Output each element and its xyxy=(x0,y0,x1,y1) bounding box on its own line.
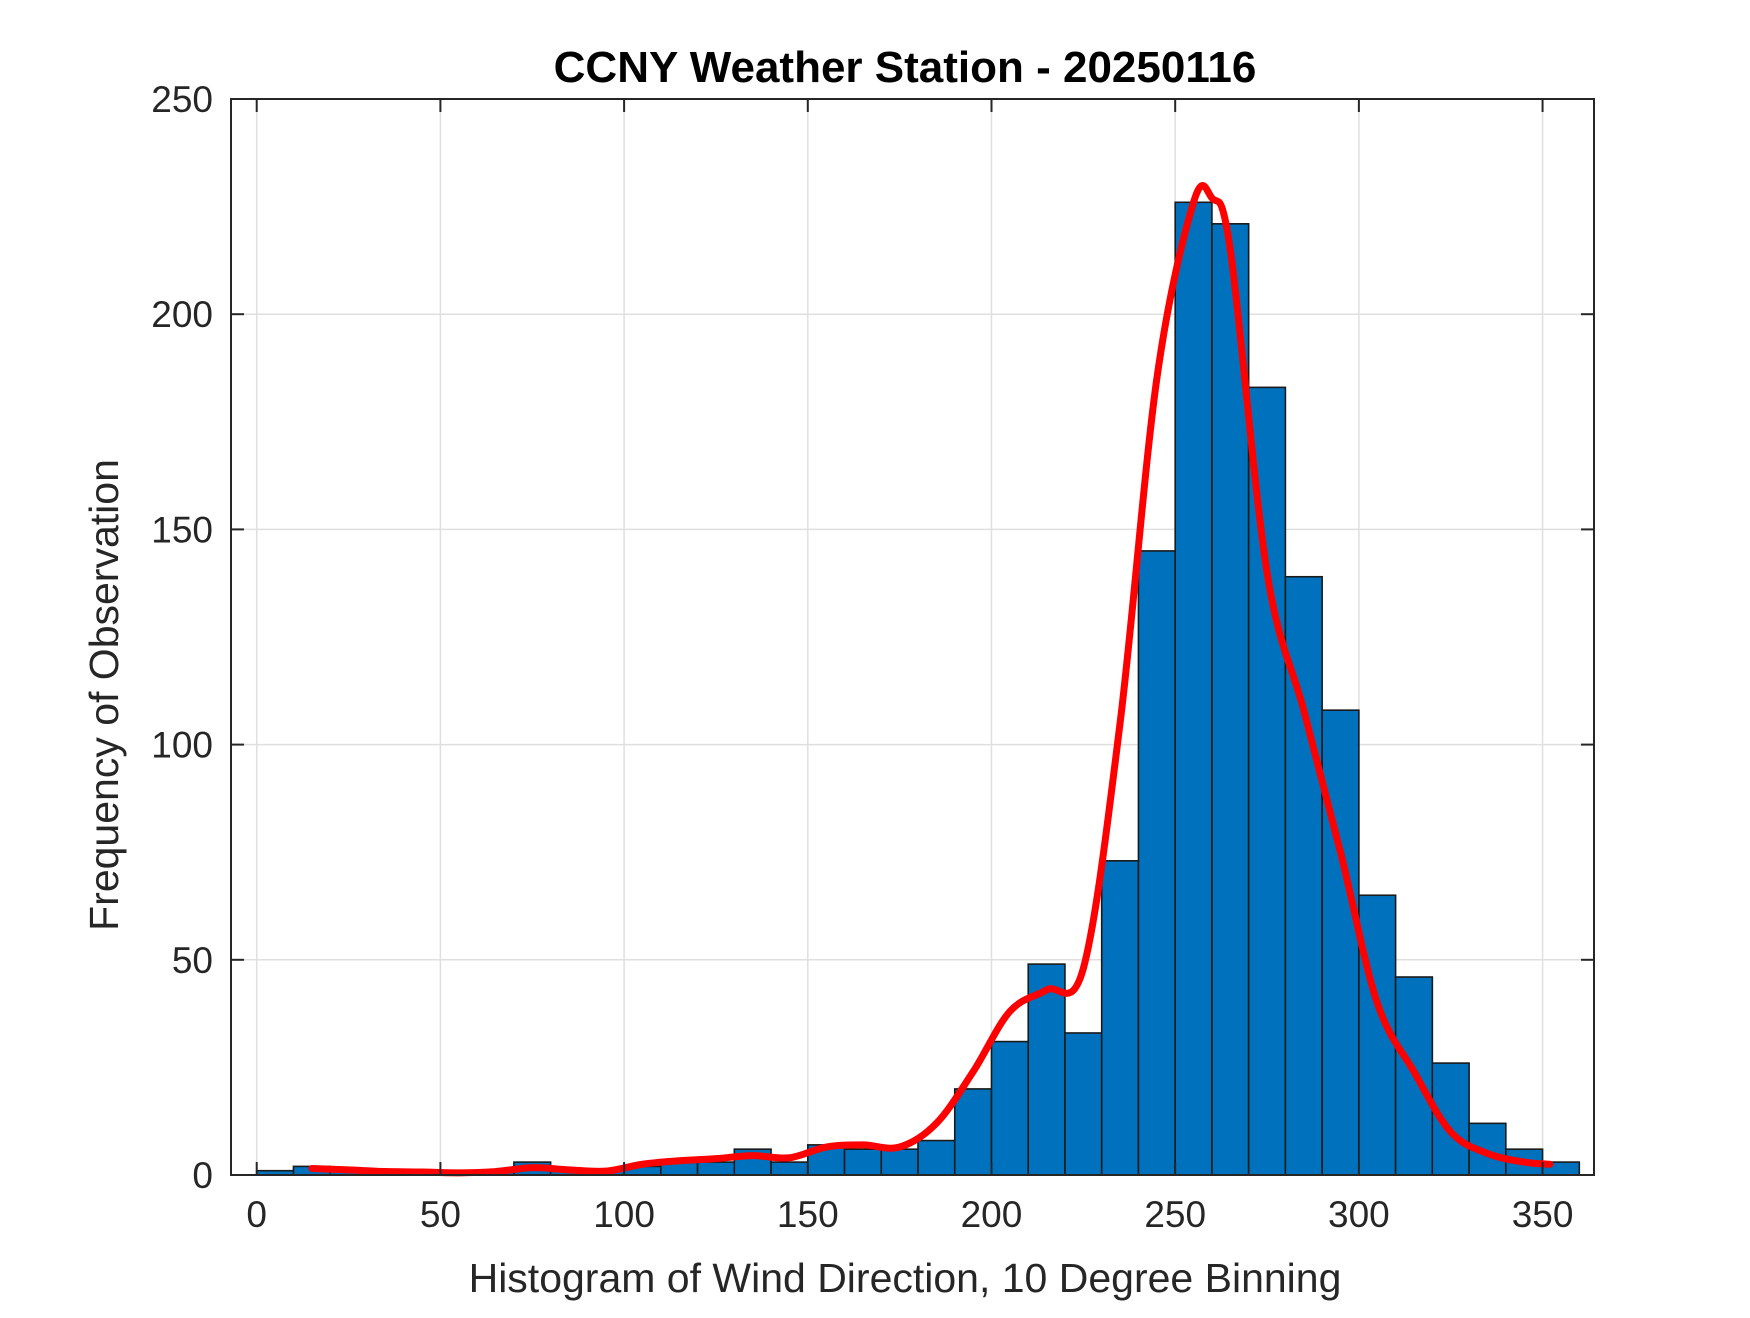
y-tick-label: 250 xyxy=(151,79,213,120)
x-axis-label: Histogram of Wind Direction, 10 Degree B… xyxy=(469,1255,1342,1301)
plot-area xyxy=(230,98,1595,1177)
histogram-bar xyxy=(1100,860,1140,1176)
histogram-bar xyxy=(696,1161,736,1176)
y-tick-label: 0 xyxy=(192,1155,213,1196)
x-axis-tick-labels: 0 50 100 150 200 250 300 350 xyxy=(246,1194,1573,1235)
y-tick-label: 50 xyxy=(172,940,213,981)
histogram-bar xyxy=(770,1161,809,1176)
chart-title: CCNY Weather Station - 20250116 xyxy=(554,43,1257,92)
x-tick-label: 100 xyxy=(593,1194,655,1235)
histogram-bar xyxy=(880,1148,919,1176)
y-tick-label: 100 xyxy=(151,725,213,766)
histogram-bar xyxy=(843,1148,883,1176)
axis-ticks xyxy=(231,98,1594,1176)
histogram-bar xyxy=(990,1040,1030,1176)
y-tick-label: 200 xyxy=(151,294,213,335)
x-tick-label: 50 xyxy=(420,1194,461,1235)
x-tick-label: 150 xyxy=(777,1194,839,1235)
x-tick-label: 300 xyxy=(1328,1194,1390,1235)
histogram-bar xyxy=(1247,386,1287,1176)
x-tick-label: 0 xyxy=(246,1194,267,1235)
histogram-bar xyxy=(917,1139,956,1176)
y-tick-label: 150 xyxy=(151,509,213,550)
x-tick-label: 250 xyxy=(1144,1194,1206,1235)
plot-frame xyxy=(230,98,1595,1176)
histogram-bar xyxy=(953,1088,993,1176)
histogram-bar xyxy=(1321,709,1360,1176)
histogram-bar xyxy=(1174,201,1213,1176)
histogram-bar xyxy=(1064,1032,1103,1176)
y-axis-tick-labels: 0 50 100 150 200 250 xyxy=(151,79,213,1196)
histogram-bar xyxy=(1137,550,1176,1176)
y-axis-label: Frequency of Observation xyxy=(81,459,127,931)
x-tick-label: 350 xyxy=(1512,1194,1574,1235)
x-tick-label: 200 xyxy=(961,1194,1023,1235)
fit-curve-line xyxy=(308,182,1554,1177)
